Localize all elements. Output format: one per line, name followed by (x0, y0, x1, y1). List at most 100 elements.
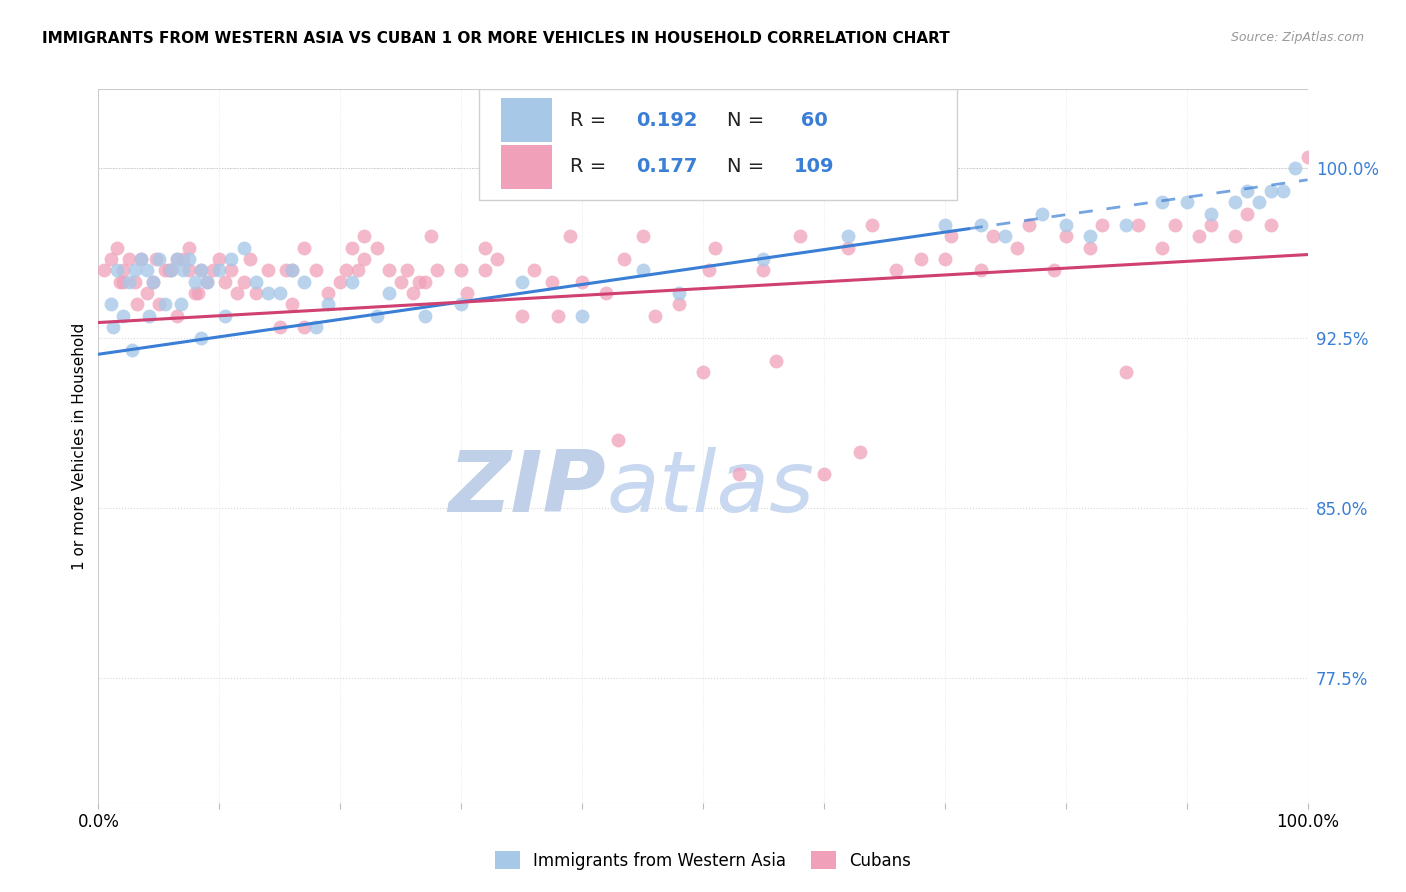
Point (269, 286, 291, 301)
Point (1078, 229, 1101, 244)
Point (281, 263, 304, 277)
Text: N =: N = (727, 157, 770, 176)
Point (100, 297, 122, 311)
Text: N =: N = (727, 111, 770, 129)
Point (245, 286, 267, 301)
Point (752, 252, 775, 266)
Point (138, 309, 160, 323)
Point (886, 263, 908, 277)
Text: 0.177: 0.177 (637, 157, 697, 176)
Point (111, 309, 134, 323)
Text: R =: R = (569, 111, 613, 129)
Point (214, 275, 236, 289)
Point (668, 286, 690, 301)
Point (256, 286, 278, 301)
Point (1152, 195, 1174, 210)
Point (1199, 207, 1222, 221)
Point (142, 275, 165, 289)
Point (934, 252, 956, 266)
Point (121, 343, 143, 357)
Point (190, 263, 212, 277)
Point (697, 263, 720, 277)
Point (408, 275, 430, 289)
Point (837, 241, 859, 255)
Point (456, 286, 478, 301)
Point (124, 275, 146, 289)
Point (166, 252, 188, 266)
Point (208, 252, 231, 266)
Point (202, 263, 225, 277)
Point (752, 263, 775, 277)
Point (1031, 207, 1053, 221)
Point (142, 275, 165, 289)
Point (353, 229, 375, 244)
Point (160, 263, 183, 277)
Point (169, 297, 191, 311)
Point (1115, 365, 1137, 379)
Point (474, 241, 496, 255)
Point (939, 229, 962, 244)
Point (269, 320, 291, 334)
Text: IMMIGRANTS FROM WESTERN ASIA VS CUBAN 1 OR MORE VEHICLES IN HOUSEHOLD CORRELATIO: IMMIGRANTS FROM WESTERN ASIA VS CUBAN 1 … (42, 31, 950, 46)
Point (1199, 218, 1222, 232)
Point (101, 320, 124, 334)
Text: R =: R = (569, 157, 613, 176)
Point (232, 241, 254, 255)
Point (172, 263, 194, 277)
Point (245, 275, 267, 289)
Point (970, 218, 993, 232)
Point (342, 275, 364, 289)
Point (214, 309, 236, 323)
Point (108, 275, 131, 289)
Point (402, 286, 425, 301)
Point (613, 252, 636, 266)
Point (329, 275, 352, 289)
Point (129, 252, 152, 266)
Point (547, 309, 569, 323)
Text: atlas: atlas (606, 447, 814, 531)
Point (1152, 241, 1174, 255)
Point (195, 275, 218, 289)
Point (366, 309, 388, 323)
Point (274, 263, 297, 277)
Point (118, 252, 141, 266)
Point (187, 286, 209, 301)
Point (1175, 195, 1198, 210)
Point (1223, 229, 1246, 244)
Bar (501, 98, 551, 143)
Point (135, 263, 157, 277)
Text: ZIP: ZIP (449, 447, 606, 531)
Point (160, 263, 183, 277)
Point (342, 241, 364, 255)
Point (316, 286, 339, 301)
Point (426, 263, 449, 277)
Point (571, 275, 593, 289)
Point (292, 241, 315, 255)
Point (1042, 263, 1064, 277)
Point (118, 275, 141, 289)
Point (179, 241, 201, 255)
Point (389, 275, 412, 289)
Point (195, 275, 218, 289)
Point (474, 263, 496, 277)
Point (1018, 218, 1040, 232)
Bar (501, 145, 551, 189)
Point (571, 309, 593, 323)
Point (100, 252, 122, 266)
Point (226, 286, 249, 301)
Point (1115, 218, 1137, 232)
Point (860, 218, 883, 232)
Point (510, 309, 533, 323)
Point (316, 297, 339, 311)
Point (934, 218, 956, 232)
Point (166, 309, 188, 323)
Point (190, 263, 212, 277)
Point (413, 275, 436, 289)
Point (1260, 218, 1282, 232)
Point (129, 252, 152, 266)
Point (1260, 184, 1282, 198)
Point (1128, 218, 1150, 232)
Point (190, 331, 212, 345)
Text: 0.192: 0.192 (637, 111, 697, 129)
Point (1054, 229, 1077, 244)
